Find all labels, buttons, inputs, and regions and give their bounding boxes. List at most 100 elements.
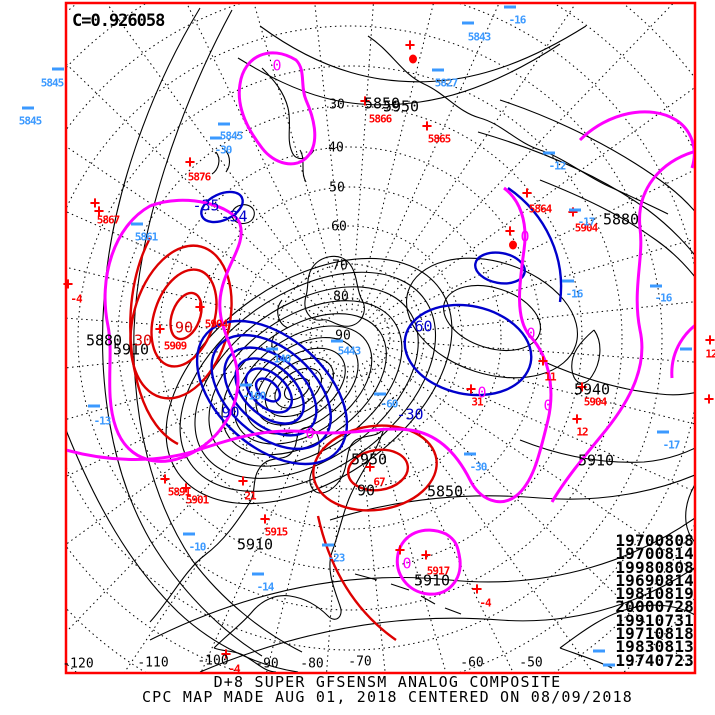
negative-station-value: -16: [565, 287, 584, 301]
positive-station-plus-icon: +: [394, 540, 406, 561]
positive-station-plus-icon: +: [537, 351, 549, 372]
positive-station-plus-icon: +: [703, 389, 715, 410]
positive-station-value: 5867: [96, 213, 120, 227]
positive-station-plus-icon: +: [180, 478, 192, 499]
negative-anomaly-low-contours: [195, 319, 349, 466]
contour-label: 0: [305, 424, 315, 443]
contour-label: 0: [526, 324, 536, 343]
positive-station-value: 11: [544, 370, 556, 384]
negative-anomaly-contours: [200, 187, 563, 397]
contour-label: -34: [220, 207, 248, 226]
negative-station-value: 5845: [40, 76, 64, 90]
contour-label: 5910: [413, 571, 451, 590]
positive-station-value: 5904: [574, 221, 598, 235]
negative-station-minus-icon: [657, 430, 669, 434]
negative-station-value: -23: [327, 551, 346, 565]
contour-label: -30: [396, 405, 424, 424]
positive-station-plus-icon: +: [194, 297, 206, 318]
negative-station-value: -16: [508, 13, 527, 27]
contour-label: 5950: [382, 97, 420, 116]
contour-label: 5910: [577, 451, 615, 470]
contour-label: 90: [174, 318, 194, 337]
negative-station-minus-icon: [603, 663, 615, 667]
contour-label: 5850: [363, 94, 401, 113]
caption-line-2: CPC MAP MADE AUG 01, 2018 CENTERED ON 08…: [141, 687, 634, 706]
negative-station-minus-icon: [462, 21, 474, 25]
positive-station-plus-icon: +: [471, 579, 483, 600]
negative-station-minus-icon: [504, 5, 516, 9]
contour-label: -60: [405, 317, 433, 336]
contour-label: 5910: [112, 340, 150, 359]
negative-station-value: -30: [469, 460, 488, 474]
negative-station-value: -13: [93, 414, 112, 428]
positive-station-dot-icon: [509, 240, 517, 250]
analog-date: 19810819: [615, 584, 694, 604]
analog-date: 19700808: [615, 531, 694, 550]
positive-station-value: 67: [373, 475, 385, 489]
map-caption: D+8 SUPER GFSENSM ANALOG COMPOSITE CPC M…: [30, 675, 715, 704]
contour-label: 0: [272, 56, 282, 75]
contour-label: 5880: [85, 331, 123, 350]
positive-station-value: -4: [228, 662, 240, 676]
negative-station-minus-icon: [183, 532, 195, 536]
positive-station-plus-icon: +: [89, 193, 101, 214]
map-frame-border: [64, 1, 697, 675]
analog-date: 19700814: [615, 544, 694, 564]
coastlines: [149, 35, 694, 672]
negative-station-value: -60: [380, 397, 399, 411]
positive-station-value: 21: [244, 489, 256, 503]
positive-station-plus-icon: +: [521, 183, 533, 204]
contour-label: -35: [192, 196, 220, 215]
contour-label: 5950: [350, 450, 388, 469]
positive-station-plus-icon: +: [62, 274, 74, 295]
positive-station-value: 5915: [264, 525, 288, 539]
longitude-label: -120: [62, 656, 94, 672]
negative-station-value: -17: [662, 438, 681, 452]
positive-station-plus-icon: +: [220, 644, 232, 665]
negative-station-minus-icon: [252, 572, 264, 576]
analog-date: 19980808: [615, 557, 694, 577]
contour-label: 0: [477, 383, 487, 402]
negative-station-minus-icon: [569, 208, 581, 212]
negative-station-value: 5861: [134, 230, 158, 244]
positive-station-plus-icon: +: [571, 409, 583, 430]
contour-label: 5940: [573, 380, 611, 399]
negative-station-minus-icon: [210, 136, 222, 140]
negative-station-value: 5845: [219, 129, 243, 143]
positive-station-value: -4: [479, 596, 491, 610]
positive-station-plus-icon: +: [404, 35, 416, 56]
negative-station-value: 5845: [18, 114, 42, 128]
latitude-label: 50: [329, 180, 345, 196]
contour-label: 90: [356, 481, 376, 500]
negative-station-minus-icon: [562, 279, 574, 283]
positive-station-plus-icon: +: [704, 330, 715, 351]
negative-station-minus-icon: [218, 122, 230, 126]
contour-label: 5910: [236, 535, 274, 554]
analog-date: 19830813: [615, 637, 694, 657]
positive-station-value: 5917: [426, 564, 450, 578]
positive-station-value: 5866: [368, 112, 392, 126]
negative-station-minus-icon: [52, 67, 64, 71]
longitude-label: -80: [300, 656, 324, 672]
negative-station-value: -16: [654, 291, 673, 305]
positive-station-plus-icon: +: [93, 201, 105, 222]
negative-station-minus-icon: [543, 151, 555, 155]
negative-station-minus-icon: [331, 339, 343, 343]
longitude-label: -70: [348, 654, 372, 670]
negative-station-minus-icon: [464, 452, 476, 456]
latitude-label: 90: [335, 328, 351, 344]
negative-station-minus-icon: [22, 106, 34, 110]
latitude-label: 60: [331, 219, 347, 235]
negative-station-value: 5827: [434, 76, 458, 90]
latitude-label: 30: [329, 97, 345, 113]
caption-line-1: D+8 SUPER GFSENSM ANALOG COMPOSITE: [213, 673, 562, 691]
positive-station-value: 5891: [167, 485, 191, 499]
zero-anomaly-contours: [67, 51, 694, 596]
negative-station-minus-icon: [88, 404, 100, 408]
contour-label: 0: [520, 227, 530, 246]
height-contours: [67, 7, 694, 672]
contour-label: 5850: [426, 482, 464, 501]
latitude-label: 80: [333, 289, 349, 305]
